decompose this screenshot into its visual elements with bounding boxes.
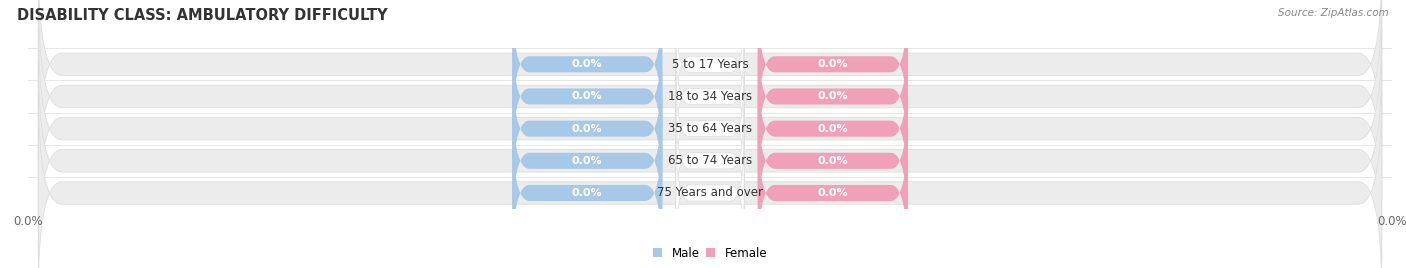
Text: 0.0%: 0.0% — [817, 188, 848, 198]
FancyBboxPatch shape — [758, 121, 908, 265]
Legend: Male, Female: Male, Female — [648, 242, 772, 264]
FancyBboxPatch shape — [676, 105, 744, 217]
Text: 0.0%: 0.0% — [817, 59, 848, 69]
FancyBboxPatch shape — [758, 56, 908, 201]
Text: 0.0%: 0.0% — [572, 59, 603, 69]
Text: 0.0%: 0.0% — [572, 91, 603, 102]
FancyBboxPatch shape — [758, 88, 908, 233]
FancyBboxPatch shape — [512, 0, 662, 137]
Text: 0.0%: 0.0% — [572, 124, 603, 134]
Text: Source: ZipAtlas.com: Source: ZipAtlas.com — [1278, 8, 1389, 18]
FancyBboxPatch shape — [758, 24, 908, 169]
FancyBboxPatch shape — [758, 0, 908, 137]
FancyBboxPatch shape — [512, 24, 662, 169]
FancyBboxPatch shape — [676, 72, 744, 185]
FancyBboxPatch shape — [38, 92, 1382, 268]
FancyBboxPatch shape — [512, 121, 662, 265]
Text: 0.0%: 0.0% — [572, 156, 603, 166]
FancyBboxPatch shape — [512, 88, 662, 233]
Text: DISABILITY CLASS: AMBULATORY DIFFICULTY: DISABILITY CLASS: AMBULATORY DIFFICULTY — [17, 8, 388, 23]
FancyBboxPatch shape — [676, 8, 744, 121]
FancyBboxPatch shape — [38, 27, 1382, 230]
FancyBboxPatch shape — [676, 40, 744, 153]
Text: 0.0%: 0.0% — [817, 124, 848, 134]
FancyBboxPatch shape — [38, 0, 1382, 198]
FancyBboxPatch shape — [38, 59, 1382, 262]
FancyBboxPatch shape — [676, 137, 744, 249]
Text: 5 to 17 Years: 5 to 17 Years — [672, 58, 748, 71]
FancyBboxPatch shape — [512, 56, 662, 201]
Text: 18 to 34 Years: 18 to 34 Years — [668, 90, 752, 103]
Text: 0.0%: 0.0% — [817, 156, 848, 166]
Text: 75 Years and over: 75 Years and over — [657, 187, 763, 199]
Text: 0.0%: 0.0% — [817, 91, 848, 102]
Text: 0.0%: 0.0% — [572, 188, 603, 198]
Text: 65 to 74 Years: 65 to 74 Years — [668, 154, 752, 167]
Text: 35 to 64 Years: 35 to 64 Years — [668, 122, 752, 135]
FancyBboxPatch shape — [38, 0, 1382, 166]
